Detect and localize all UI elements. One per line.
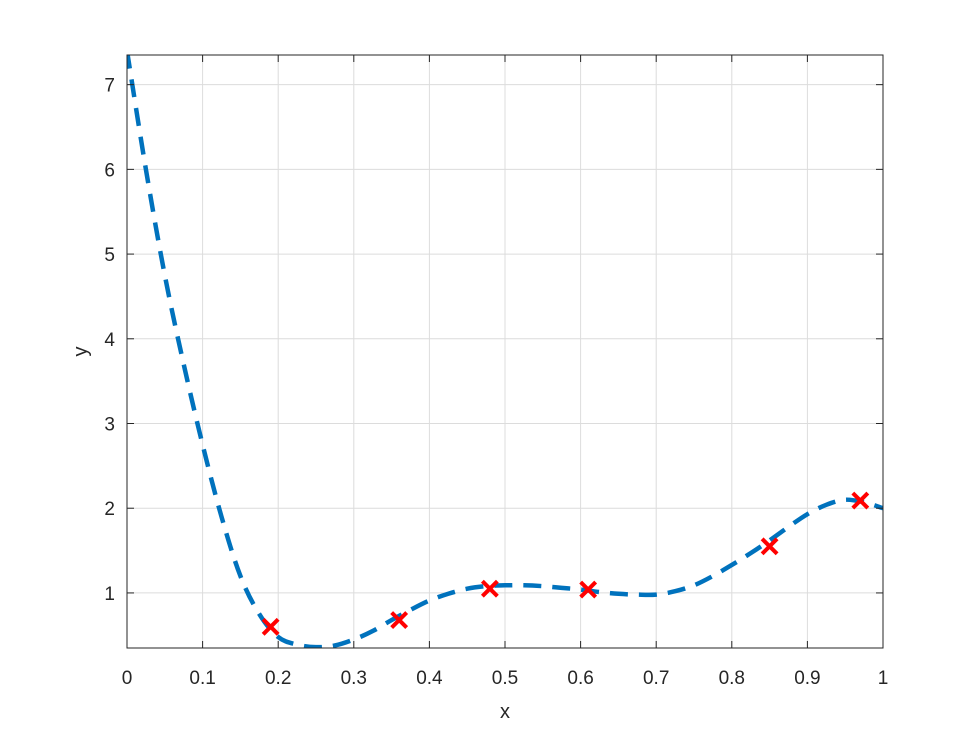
y-tick-label: 1 [104,584,115,605]
y-tick-label: 6 [104,160,115,181]
marker-stroke [579,580,598,599]
y-axis-label: y [70,347,92,357]
tick-marks [126,55,884,648]
data-point-marker [760,537,779,556]
x-axis-label: x [500,701,510,723]
y-tick-label: 4 [104,330,115,351]
data-point-marker [579,580,598,599]
x-tick-label: 0.8 [719,668,745,689]
marker-stroke [390,611,409,629]
x-tick-label: 0.2 [265,668,291,689]
x-tick-label: 0.5 [492,668,518,689]
x-tick-label: 0.3 [341,668,367,689]
data-point-marker [390,611,409,629]
marker-stroke [851,491,870,510]
marker-stroke [261,617,280,636]
data-point-marker [480,579,499,598]
data-point-marker [851,491,870,510]
data-point-marker [261,617,280,636]
grid [127,55,883,648]
x-tick-label: 0.4 [416,668,443,689]
x-tick-label: 0.7 [643,668,669,689]
y-tick-label: 2 [104,499,115,520]
x-tick-label: 1 [878,668,889,689]
y-tick-label: 5 [104,245,115,266]
y-tick-label: 7 [104,76,115,97]
tick-labels: 0 0.1 0.2 0.3 0.4 0.5 0.6 0.7 0.8 0.9 1 1 2 3 4 5 6 7 [104,76,888,689]
x-tick-label: 0 [122,668,133,689]
y-tick-label: 3 [104,415,115,436]
x-tick-label: 0.1 [189,668,215,689]
marker-stroke [480,579,499,598]
x-tick-label: 0.6 [567,668,593,689]
marker-stroke [760,537,779,556]
x-tick-label: 0.9 [794,668,820,689]
